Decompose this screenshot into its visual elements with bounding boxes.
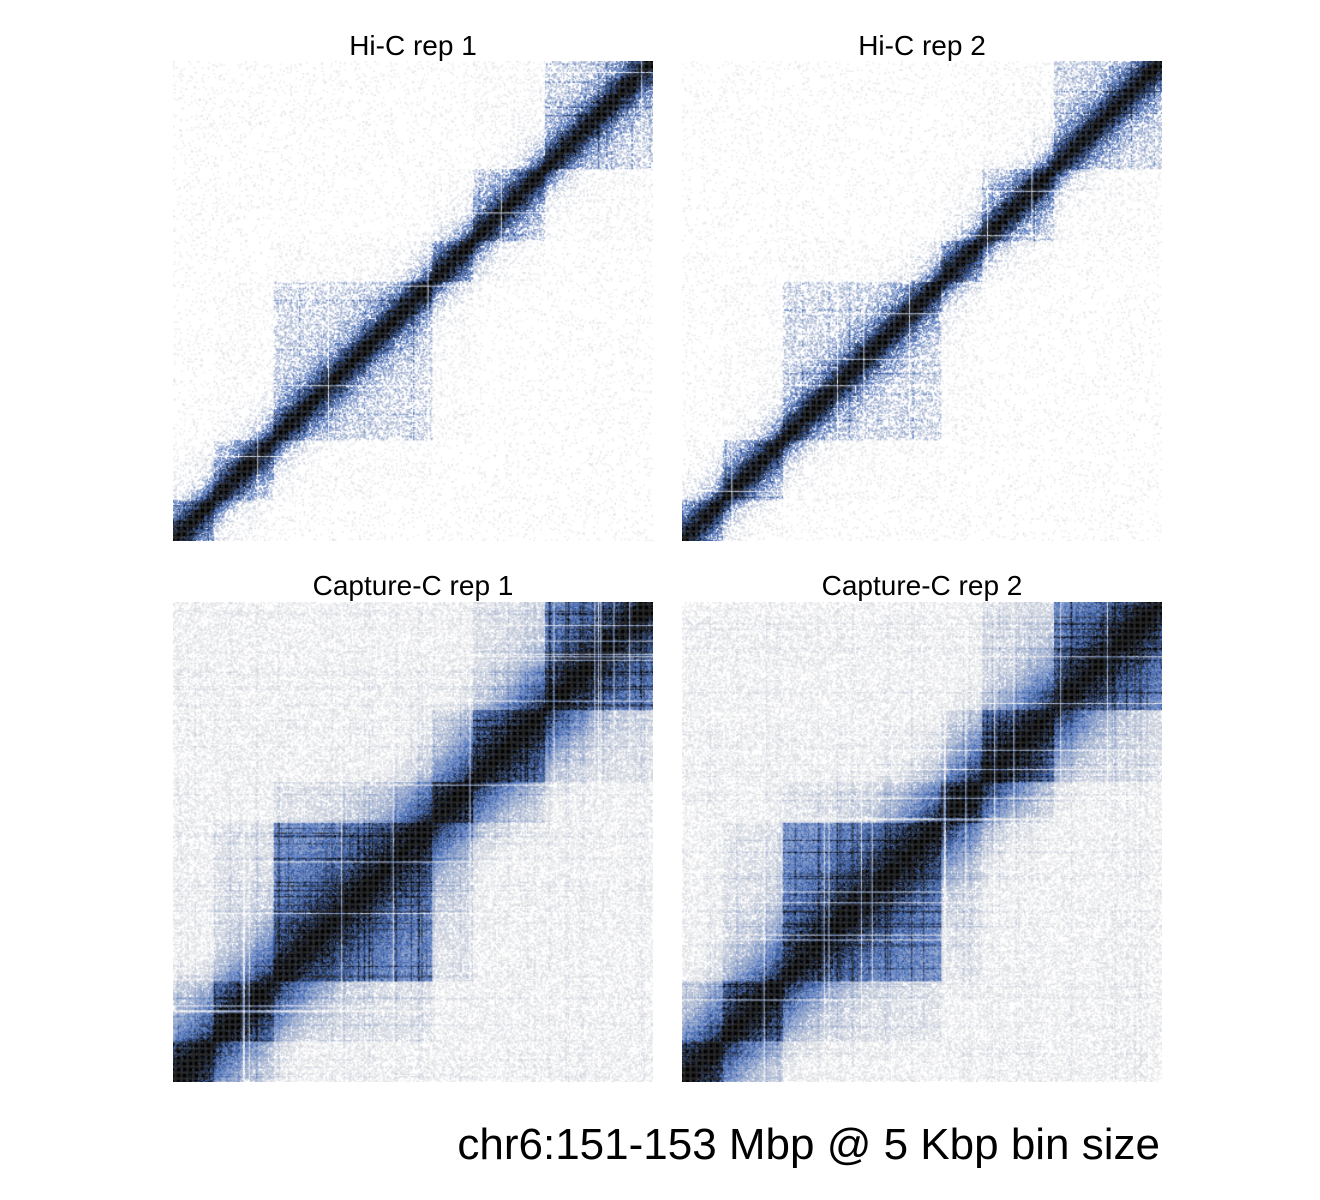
heatmap-capturec-rep2: [682, 602, 1162, 1082]
panel-title-capturec-rep1: Capture-C rep 1: [312, 570, 514, 601]
panel-title-hic-rep1: Hi-C rep 1: [349, 30, 477, 61]
heatmap-hic-rep2: [682, 61, 1162, 541]
heatmap-hic-rep1: [173, 61, 653, 541]
heatmap-capturec-rep1: [173, 602, 653, 1082]
panel-title-capturec-rep2: Capture-C rep 2: [821, 570, 1023, 601]
panel-title-hic-rep2: Hi-C rep 2: [858, 30, 986, 61]
figure-caption: chr6:151-153 Mbp @ 5 Kbp bin size: [457, 1120, 1160, 1169]
